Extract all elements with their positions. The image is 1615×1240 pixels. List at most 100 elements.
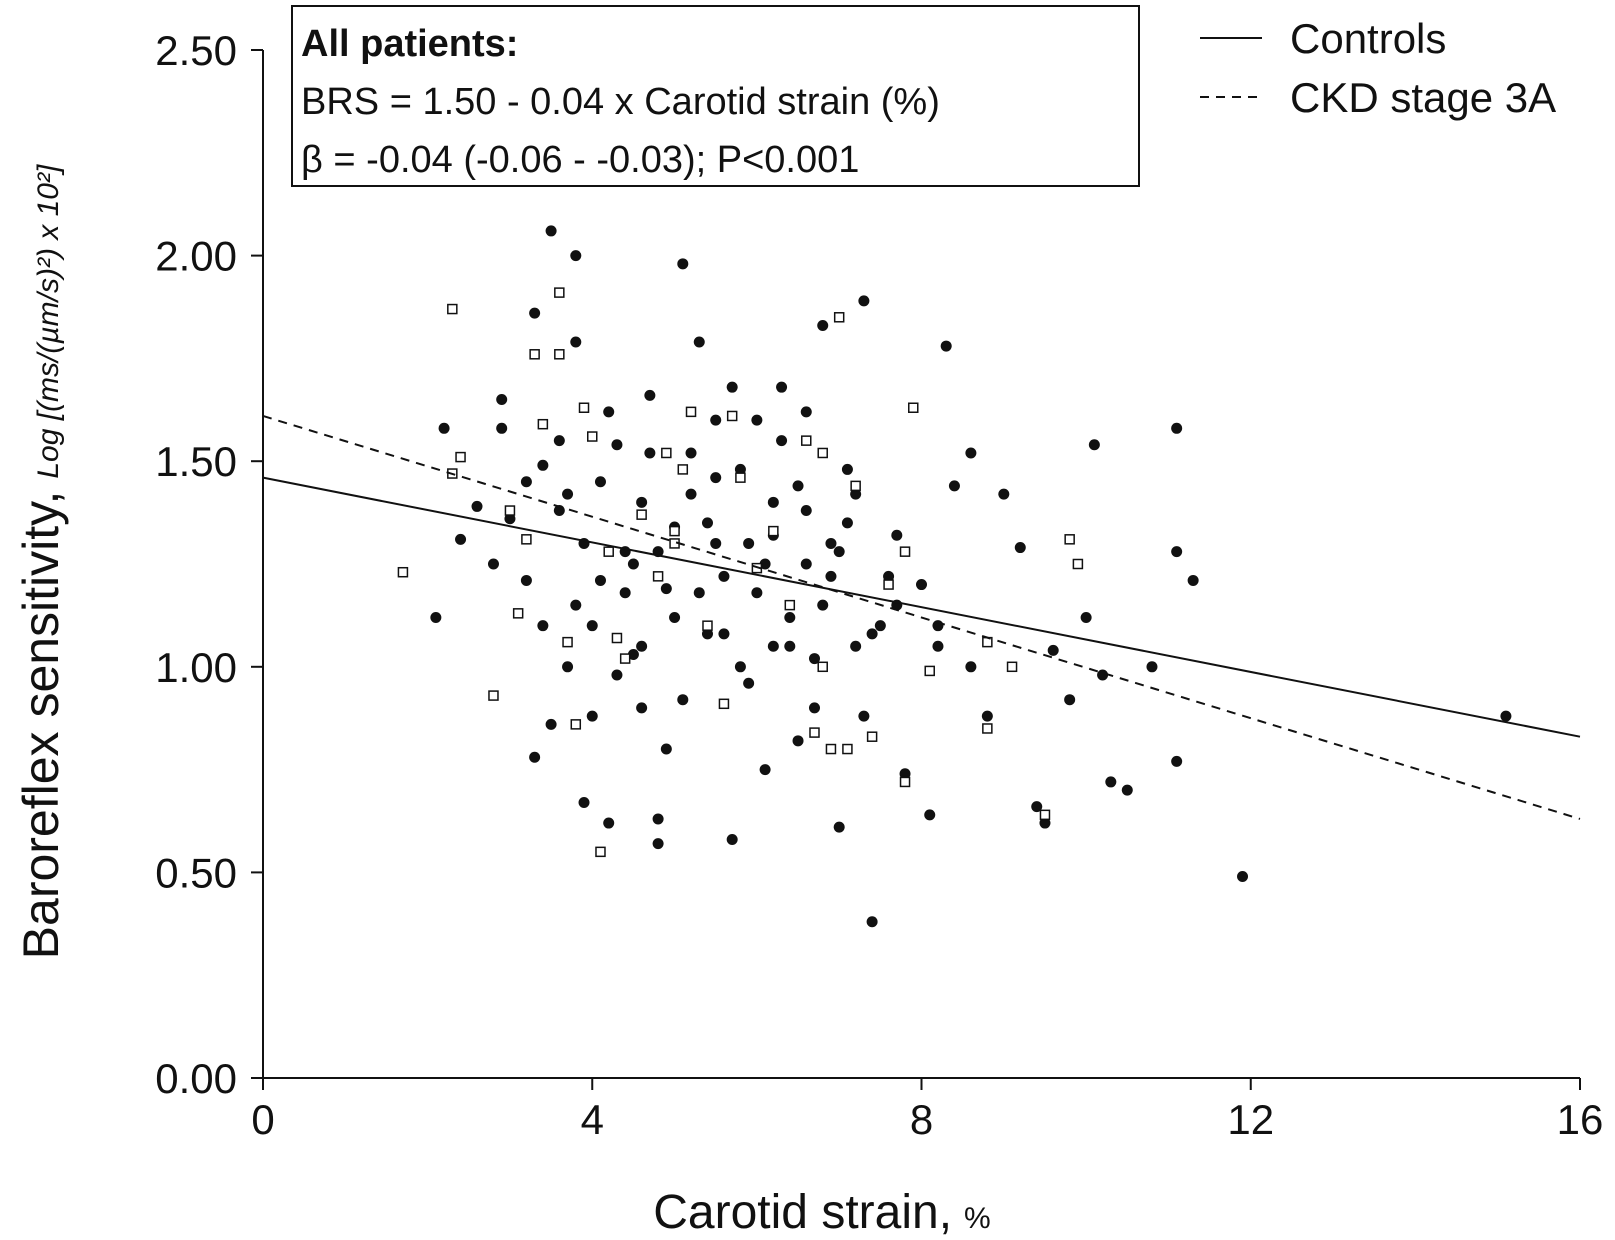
- control-point: [594, 476, 606, 488]
- control-point: [858, 710, 870, 722]
- ckd-point: [768, 525, 779, 537]
- control-point: [611, 669, 623, 681]
- control-point: [586, 710, 598, 722]
- control-point: [455, 533, 467, 545]
- control-point: [644, 447, 656, 459]
- y-tick-label: 0.00: [155, 1055, 237, 1102]
- ckd-point: [677, 464, 689, 475]
- control-point: [841, 517, 853, 529]
- ckd-point: [850, 480, 861, 492]
- annotation-heading: All patients:: [301, 23, 518, 65]
- control-point: [1237, 871, 1249, 883]
- ckd-point: [488, 690, 499, 701]
- control-point: [734, 463, 746, 475]
- control-point: [866, 628, 878, 640]
- ckd-point: [924, 665, 935, 677]
- control-point: [545, 225, 557, 237]
- control-point: [808, 702, 820, 714]
- control-point: [578, 796, 590, 808]
- control-point: [726, 834, 738, 846]
- control-point: [586, 620, 598, 632]
- control-point: [916, 579, 927, 591]
- control-point: [965, 447, 977, 459]
- y-tick-label: 2.00: [155, 233, 237, 280]
- control-point: [759, 558, 771, 570]
- ckd-point: [809, 727, 820, 738]
- ckd-point: [833, 312, 845, 323]
- control-point: [1039, 817, 1051, 829]
- control-point: [1031, 801, 1043, 813]
- control-point: [529, 307, 541, 319]
- control-point: [520, 574, 532, 586]
- control-point: [981, 710, 993, 722]
- control-point: [800, 558, 812, 570]
- control-point: [759, 764, 771, 776]
- control-point: [932, 640, 944, 652]
- control-point: [751, 587, 763, 599]
- control-point: [520, 476, 532, 488]
- ckd-point: [537, 418, 549, 430]
- ckd-point: [899, 546, 911, 557]
- control-point: [660, 743, 672, 755]
- control-point: [1171, 422, 1183, 434]
- ckd-point: [661, 447, 672, 459]
- ckd-regression-line: [262, 415, 1581, 820]
- control-point: [1097, 669, 1109, 681]
- legend-ckd-label: CKD stage 3A: [1290, 74, 1556, 121]
- control-point: [883, 570, 895, 582]
- y-axis-title-unit: Log [(ms/(µm/s)²) x 10²]: [32, 164, 65, 479]
- control-point: [998, 488, 1010, 500]
- control-point: [1171, 546, 1183, 558]
- ckd-point: [702, 620, 713, 631]
- control-point: [792, 480, 804, 492]
- control-point: [784, 640, 796, 652]
- control-point: [948, 480, 960, 492]
- control-point: [644, 389, 656, 401]
- control-point: [808, 653, 820, 665]
- control-point: [1500, 710, 1512, 722]
- control-point: [891, 529, 903, 541]
- ckd-point: [619, 653, 631, 664]
- ckd-point: [899, 776, 911, 788]
- control-point: [529, 751, 541, 763]
- control-point: [619, 587, 631, 599]
- ckd-point: [578, 402, 590, 413]
- x-tick-label: 16: [1557, 1096, 1604, 1143]
- fit-lines: [262, 415, 1581, 820]
- control-point: [611, 439, 623, 451]
- ckd-point: [1072, 558, 1084, 570]
- control-point: [570, 250, 582, 262]
- ckd-point: [883, 579, 894, 590]
- control-point: [627, 648, 639, 660]
- control-point: [570, 336, 582, 348]
- control-point: [603, 406, 615, 418]
- control-point: [833, 546, 845, 558]
- control-point: [734, 661, 746, 673]
- annotation-box: [291, 5, 1140, 187]
- x-tick-label: 4: [581, 1096, 604, 1143]
- ckd-point: [455, 451, 466, 463]
- ckd-point: [718, 698, 730, 710]
- ckd-point: [587, 431, 598, 442]
- y-tick-label: 1.50: [155, 438, 237, 485]
- control-point: [718, 570, 730, 582]
- control-point: [496, 422, 508, 434]
- control-point: [701, 517, 713, 529]
- ckd-point: [636, 509, 647, 520]
- control-point: [817, 599, 829, 611]
- control-point: [685, 447, 697, 459]
- control-point: [817, 320, 829, 332]
- control-point: [850, 488, 862, 500]
- control-point: [545, 718, 557, 730]
- control-point: [471, 500, 483, 512]
- control-point: [710, 537, 722, 549]
- control-point: [743, 537, 755, 549]
- ckd-point: [554, 349, 565, 360]
- control-point: [858, 295, 870, 307]
- control-point: [874, 620, 886, 632]
- control-point: [693, 336, 705, 348]
- y-tick-label: 1.00: [155, 644, 237, 691]
- ckd-point: [595, 846, 606, 858]
- control-point: [504, 513, 516, 525]
- axes: [262, 50, 1580, 1079]
